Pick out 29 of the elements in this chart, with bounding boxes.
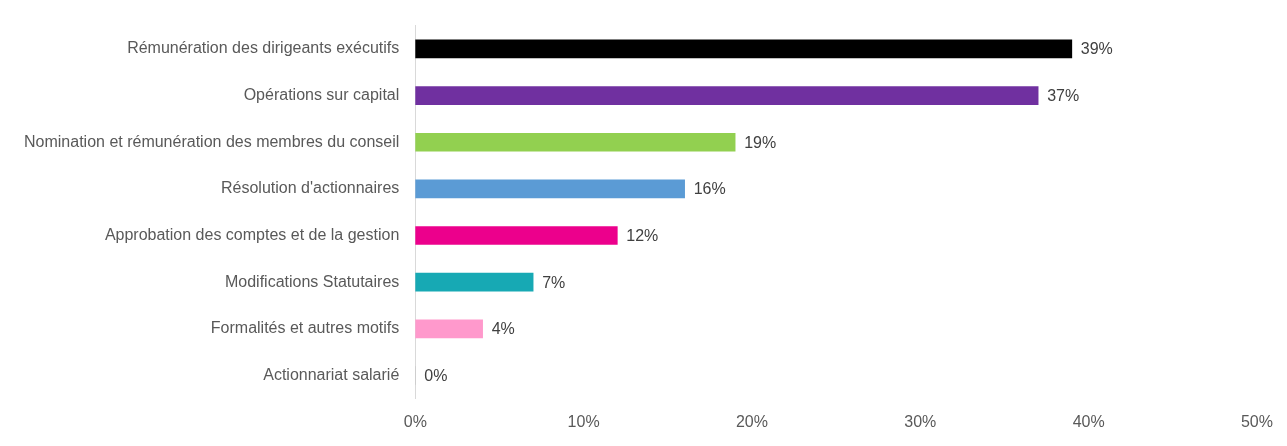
x-tick-label: 30% — [904, 412, 937, 430]
x-tick-label: 10% — [567, 412, 600, 430]
y-tick-label: Actionnariat salarié — [263, 365, 400, 383]
bar — [415, 179, 685, 199]
y-tick-label: Opérations sur capital — [243, 85, 400, 103]
x-tick-label: 50% — [1240, 412, 1273, 430]
y-tick-label: Rémunération des dirigeants exécutifs — [127, 39, 400, 57]
x-tick-label: 20% — [735, 412, 768, 430]
data-label: 4% — [491, 320, 515, 338]
data-label: 39% — [1080, 40, 1113, 58]
bar — [415, 319, 483, 339]
bar — [415, 132, 736, 152]
data-label: 0% — [424, 366, 448, 384]
data-label: 16% — [693, 180, 726, 198]
bar — [415, 226, 618, 245]
data-label: 19% — [744, 133, 777, 151]
data-label: 7% — [542, 273, 566, 291]
data-label: 12% — [626, 226, 659, 244]
data-label: 37% — [1047, 86, 1080, 104]
x-tick-label: 40% — [1072, 412, 1105, 430]
bar — [415, 272, 534, 292]
bar — [415, 39, 1073, 59]
bar — [415, 86, 1039, 105]
y-tick-label: Formalités et autres motifs — [210, 319, 400, 337]
x-tick-label: 0% — [403, 412, 427, 430]
y-tick-label: Résolution d'actionnaires — [221, 179, 400, 197]
y-tick-label: Approbation des comptes et de la gestion — [104, 225, 400, 243]
y-tick-label: Nomination et rémunération des membres du conseil — [24, 132, 400, 150]
y-tick-label: Modifications Statutaires — [224, 272, 400, 290]
